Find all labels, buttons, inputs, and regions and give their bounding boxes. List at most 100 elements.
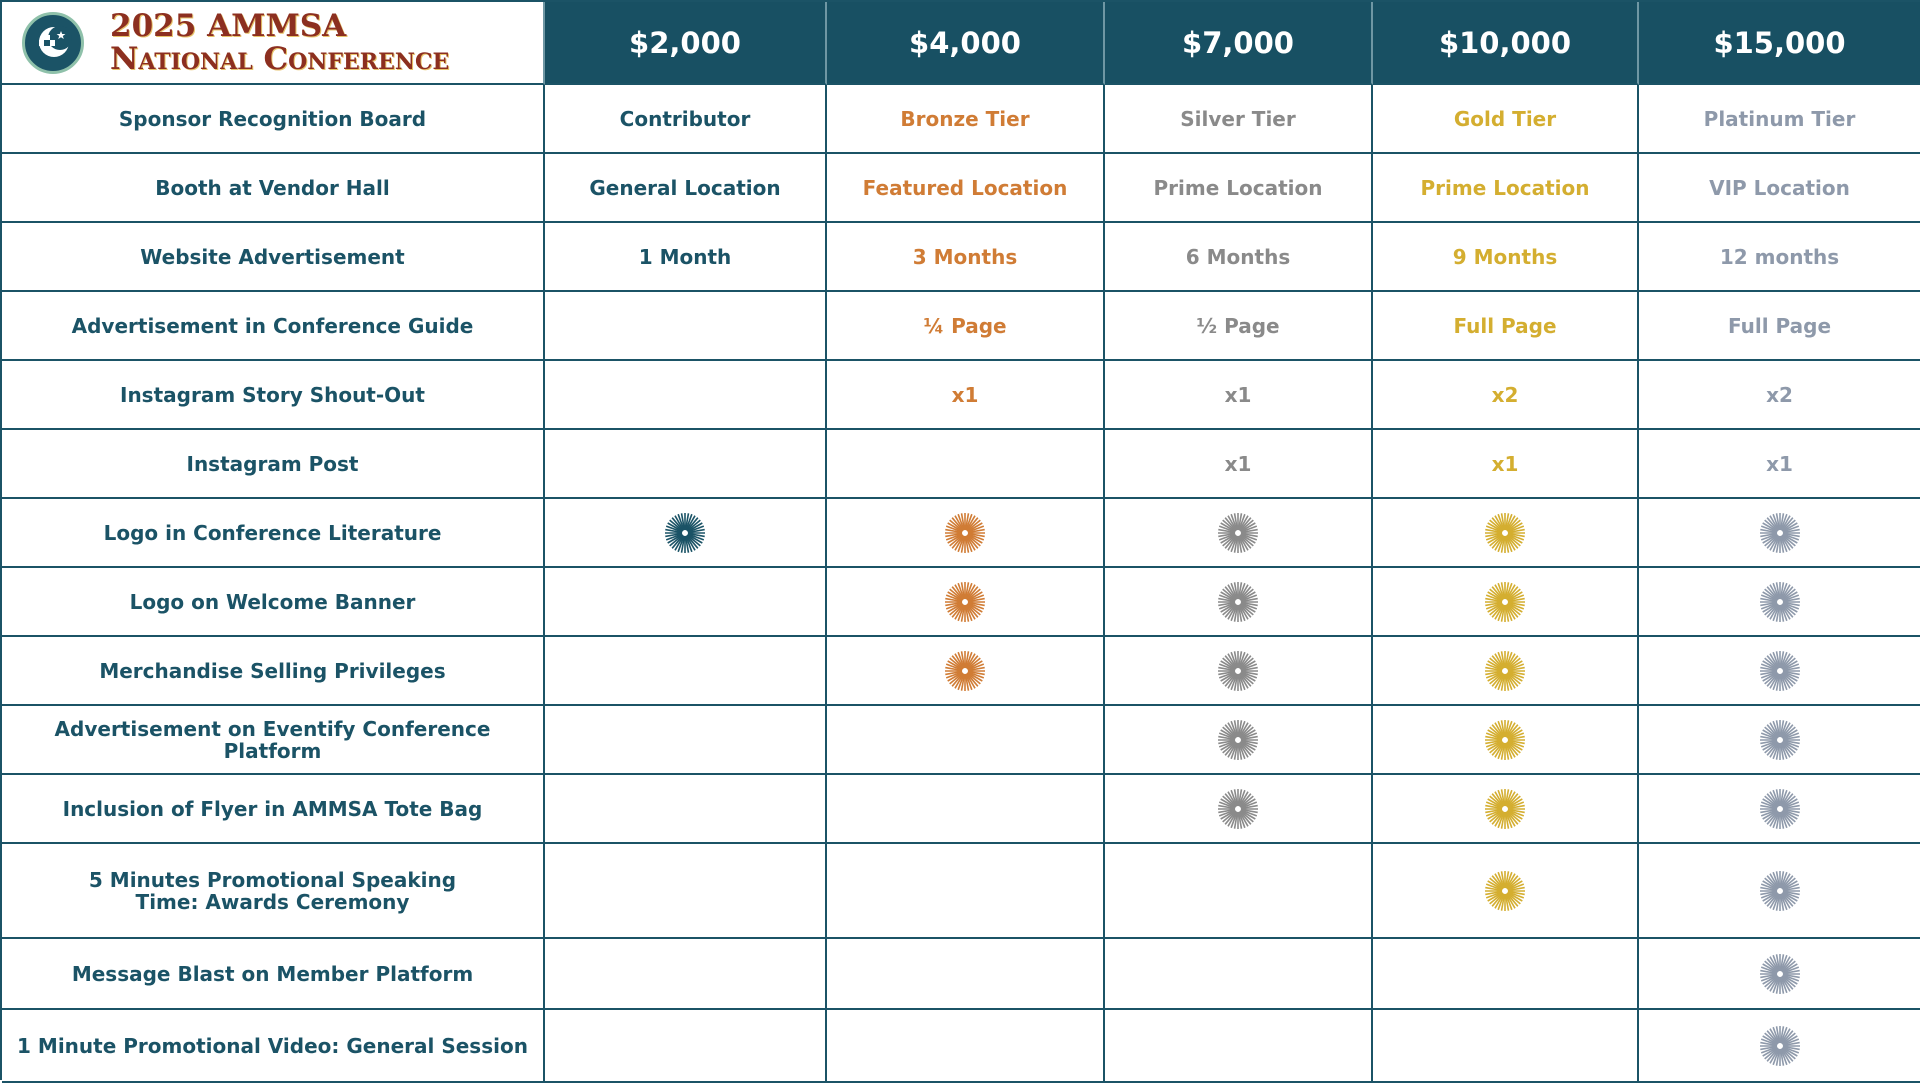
benefit-label-text: Sponsor Recognition Board	[118, 106, 427, 131]
tier-benefit-value: Silver Tier	[1180, 106, 1296, 131]
tier-benefit-value: 1 Month	[638, 244, 732, 269]
tier-benefit-cell	[1105, 499, 1373, 568]
tier-benefit-cell: 1 Month	[545, 223, 827, 292]
tier-benefit-cell: Contributor	[545, 85, 827, 154]
tier-benefit-cell	[545, 430, 827, 499]
benefit-label: Instagram Post	[2, 430, 545, 499]
tier-benefit-value: 12 months	[1719, 244, 1840, 269]
tier-benefit-cell	[1105, 844, 1373, 939]
tier-benefit-value: Full Page	[1727, 313, 1832, 338]
tier-benefit-cell: Full Page	[1373, 292, 1639, 361]
tier-benefit-cell: x1	[827, 361, 1105, 430]
benefit-label: Instagram Story Shout-Out	[2, 361, 545, 430]
burst-icon	[1218, 512, 1258, 553]
tier-price-header: $2,000	[545, 2, 827, 85]
tier-benefit-cell: Silver Tier	[1105, 85, 1373, 154]
benefit-label: Advertisement on Eventify Conference Pla…	[2, 706, 545, 775]
tier-benefit-value: Featured Location	[862, 175, 1068, 200]
burst-icon	[1218, 719, 1258, 760]
tier-benefit-cell	[1105, 939, 1373, 1010]
benefit-label: Logo in Conference Literature	[2, 499, 545, 568]
tier-benefit-cell: Featured Location	[827, 154, 1105, 223]
tier-benefit-cell	[1373, 637, 1639, 706]
tier-benefit-cell	[545, 939, 827, 1010]
burst-icon	[1759, 1025, 1800, 1066]
tier-benefit-cell	[1373, 775, 1639, 844]
conference-title-line: National Conference	[110, 40, 450, 77]
burst-icon	[1485, 581, 1525, 622]
tier-price-header: $4,000	[827, 2, 1105, 85]
tier-benefit-value: Bronze Tier	[900, 106, 1030, 131]
benefit-label: 5 Minutes Promotional Speaking Time: Awa…	[2, 844, 545, 939]
benefit-label: Merchandise Selling Privileges	[2, 637, 545, 706]
benefit-label: Advertisement in Conference Guide	[2, 292, 545, 361]
tier-benefit-cell	[1639, 568, 1920, 637]
tier-benefit-cell: 12 months	[1639, 223, 1920, 292]
tier-benefit-cell: Platinum Tier	[1639, 85, 1920, 154]
tier-benefit-cell	[827, 637, 1105, 706]
tier-benefit-cell: Prime Location	[1373, 154, 1639, 223]
burst-icon	[945, 650, 985, 691]
tier-benefit-cell	[545, 1010, 827, 1083]
tier-benefit-cell: 9 Months	[1373, 223, 1639, 292]
burst-icon	[1485, 512, 1525, 553]
burst-icon	[1485, 719, 1525, 760]
tier-benefit-cell	[1639, 706, 1920, 775]
benefit-label-text: Booth at Vendor Hall	[155, 175, 390, 200]
burst-icon	[945, 512, 985, 553]
benefit-label: Logo on Welcome Banner	[2, 568, 545, 637]
benefit-label-text: Website Advertisement	[140, 244, 405, 269]
tier-price-header: $7,000	[1105, 2, 1373, 85]
tier-benefit-cell	[1105, 775, 1373, 844]
tier-benefit-cell	[827, 430, 1105, 499]
tier-benefit-value: Contributor	[619, 106, 751, 131]
tier-benefit-cell: Full Page	[1639, 292, 1920, 361]
benefit-label-text: Inclusion of Flyer in AMMSA Tote Bag	[62, 796, 483, 821]
benefit-label-text: Instagram Post	[186, 451, 359, 476]
tier-benefit-cell: Gold Tier	[1373, 85, 1639, 154]
tier-price-header: $10,000	[1373, 2, 1639, 85]
tier-benefit-cell	[545, 361, 827, 430]
tier-benefit-cell: ½ Page	[1105, 292, 1373, 361]
burst-icon	[1485, 870, 1525, 911]
burst-icon	[1485, 788, 1525, 829]
burst-icon	[665, 512, 705, 553]
burst-icon	[1218, 788, 1258, 829]
tier-benefit-value: 3 Months	[912, 244, 1018, 269]
benefit-label: Sponsor Recognition Board	[2, 85, 545, 154]
tier-benefit-value: x1	[1224, 382, 1252, 407]
tier-benefit-value: General Location	[589, 175, 781, 200]
tier-benefit-cell: ¼ Page	[827, 292, 1105, 361]
tier-benefit-value: ½ Page	[1196, 313, 1280, 338]
benefit-label-text: Merchandise Selling Privileges	[99, 658, 446, 683]
tier-benefit-cell	[1105, 706, 1373, 775]
tier-benefit-value: x1	[951, 382, 979, 407]
conference-title-line: 2025 AMMSA	[110, 7, 347, 44]
tier-benefit-cell	[545, 499, 827, 568]
burst-icon	[1218, 650, 1258, 691]
tier-benefit-cell	[827, 844, 1105, 939]
tier-benefit-value: Platinum Tier	[1703, 106, 1856, 131]
tier-benefit-value: 9 Months	[1452, 244, 1558, 269]
tier-benefit-cell	[1639, 1010, 1920, 1083]
tier-price-header: $15,000	[1639, 2, 1920, 85]
tier-benefit-cell	[1639, 939, 1920, 1010]
tier-benefit-value: x1	[1224, 451, 1252, 476]
tier-benefit-cell	[545, 775, 827, 844]
benefit-label-text: Advertisement in Conference Guide	[71, 313, 474, 338]
burst-icon	[1759, 719, 1800, 760]
tier-price: $10,000	[1438, 25, 1572, 60]
tier-benefit-cell: 6 Months	[1105, 223, 1373, 292]
tier-price: $2,000	[629, 25, 741, 60]
tier-benefit-cell	[827, 568, 1105, 637]
tier-benefit-cell	[1373, 499, 1639, 568]
tier-benefit-cell: Bronze Tier	[827, 85, 1105, 154]
tier-benefit-cell	[545, 844, 827, 939]
tier-benefit-cell: x1	[1105, 361, 1373, 430]
tier-benefit-cell	[1373, 939, 1639, 1010]
tier-benefit-cell	[827, 775, 1105, 844]
tier-benefit-cell	[1373, 1010, 1639, 1083]
tier-benefit-cell	[1105, 1010, 1373, 1083]
burst-icon	[1759, 650, 1800, 691]
